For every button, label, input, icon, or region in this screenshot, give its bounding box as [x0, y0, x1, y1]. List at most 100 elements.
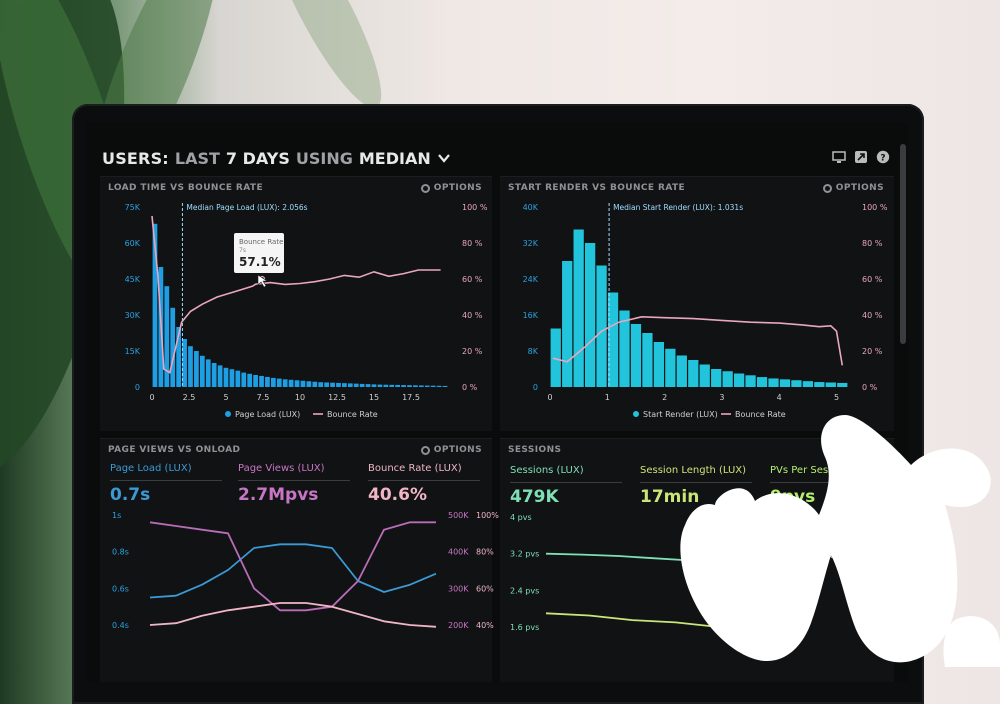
bar [619, 310, 630, 387]
bar [247, 373, 253, 387]
bar [271, 377, 276, 387]
options-button[interactable]: OPTIONS [420, 183, 482, 193]
bar [733, 373, 745, 387]
bar [199, 355, 205, 387]
bar [383, 384, 389, 387]
y2-tick-label: 80 % [862, 239, 883, 248]
y2-tick-label: 80 % [462, 239, 483, 248]
help-icon[interactable]: ? [876, 150, 890, 164]
bar [424, 385, 430, 387]
legend-label: Page Load (LUX) [235, 410, 300, 419]
y-tick-label: 45K [125, 275, 141, 284]
bar [395, 384, 401, 387]
y2-tick-label: 20 % [862, 347, 883, 356]
y-tick-label: 1.6 pvs [510, 623, 539, 632]
bar [756, 377, 768, 387]
title-using: USING [295, 148, 353, 168]
stat-label: Session Length (LUX) [640, 465, 747, 476]
title-users: USERS: [102, 148, 169, 168]
bar [259, 375, 264, 387]
stat-value: 2.7Mpvs [238, 485, 319, 505]
bar [389, 384, 395, 387]
stat-divider [770, 482, 870, 483]
y-tick-label: 3.2 pvs [510, 550, 539, 559]
title-median: MEDIAN [358, 148, 431, 168]
options-label: OPTIONS [835, 183, 884, 193]
series-line [149, 543, 437, 599]
title-last: LAST [174, 148, 220, 168]
bar [223, 367, 229, 387]
panel-title: START RENDER VS BOUNCE RATE [508, 183, 686, 193]
scrollbar[interactable] [900, 144, 906, 344]
bar [430, 385, 436, 387]
bar [665, 348, 676, 387]
legend-label: Start Render (LUX) [643, 410, 718, 419]
title-days: 7 DAYS [225, 148, 290, 168]
bar [294, 380, 300, 387]
options-label: OPTIONS [433, 183, 482, 193]
y2-tick-label: 40 % [462, 311, 483, 320]
bar [312, 381, 318, 387]
bar [194, 351, 199, 387]
dashboard-screen: USERS: LAST 7 DAYS USING MEDIAN ? LOAD T… [86, 122, 908, 682]
bar [330, 382, 335, 387]
options-button[interactable]: OPTIONS [420, 445, 482, 455]
header-tools: ? [832, 150, 890, 164]
bar [365, 384, 371, 387]
bar [699, 364, 710, 387]
bar [630, 324, 642, 387]
bar [550, 328, 561, 387]
bar [164, 286, 170, 387]
bar [276, 378, 282, 387]
page-views-panel: PAGE VIEWS VS ONLOAD OPTIONS Page Load (… [100, 438, 499, 682]
bar [596, 265, 607, 387]
stat-divider [238, 480, 350, 481]
share-icon[interactable] [854, 150, 868, 164]
plant-leaf [251, 0, 399, 119]
bar [802, 381, 814, 387]
y-tick-label: 0.6s [112, 584, 129, 593]
page-views-chart[interactable]: 0.4s 0.6s 0.8s 1s 200K 300K 400K 500K 40% 60% 80% 1… [100, 439, 499, 682]
bar [779, 379, 791, 387]
bar [241, 372, 247, 387]
bar [347, 383, 353, 387]
y-tick-label: 75K [125, 203, 141, 212]
y-tick-label: 8K [528, 347, 539, 356]
bar [562, 261, 573, 387]
tooltip-sub: 7s [239, 247, 246, 254]
chevron-down-icon[interactable] [437, 151, 451, 165]
start-render-panel: START RENDER VS BOUNCE RATE OPTIONS 0 8K 1… [500, 176, 894, 431]
legend-swatch [633, 411, 639, 417]
y3-tick-label: 40% [476, 621, 494, 630]
stat-label: PVs Per Session [770, 465, 849, 476]
options-label: OPTIONS [433, 445, 482, 455]
bar [837, 382, 848, 387]
bounce-rate-line [151, 215, 441, 374]
load-time-chart[interactable]: 0 15K 30K 45K 60K 75K 0 % 20 % 40 % 60 % 80 % 100 %… [100, 177, 492, 431]
bar [336, 382, 341, 387]
legend-label: Bounce Rate [735, 410, 786, 419]
y2-tick-label: 300K [448, 584, 469, 593]
bar [211, 363, 217, 387]
bar [722, 371, 733, 387]
monitor-icon[interactable] [832, 150, 846, 164]
bar [419, 385, 424, 387]
stat-label: Page Views (LUX) [238, 463, 325, 474]
bar [342, 383, 347, 387]
start-render-chart[interactable]: 0 8K 16K 24K 32K 40K 0 % 20 % 40 % 60 % 80 % 100 % 0… [500, 177, 894, 431]
y-tick-label: 24K [523, 275, 539, 284]
bar [353, 383, 359, 387]
bar [235, 370, 241, 387]
y-tick-label: 60K [125, 239, 141, 248]
legend-swatch [225, 411, 231, 417]
options-button[interactable]: OPTIONS [822, 183, 884, 193]
bar [642, 333, 653, 387]
y-tick-label: 32K [523, 239, 539, 248]
dashboard-title[interactable]: USERS: LAST 7 DAYS USING MEDIAN [102, 146, 451, 170]
y-tick-label: 40K [523, 203, 539, 212]
load-time-panel: LOAD TIME VS BOUNCE RATE OPTIONS 0 15K 30K… [100, 176, 492, 431]
y2-tick-label: 100 % [862, 203, 888, 212]
bar [768, 378, 779, 387]
stat-label: Bounce Rate (LUX) [368, 463, 462, 474]
stat-divider [640, 482, 752, 483]
